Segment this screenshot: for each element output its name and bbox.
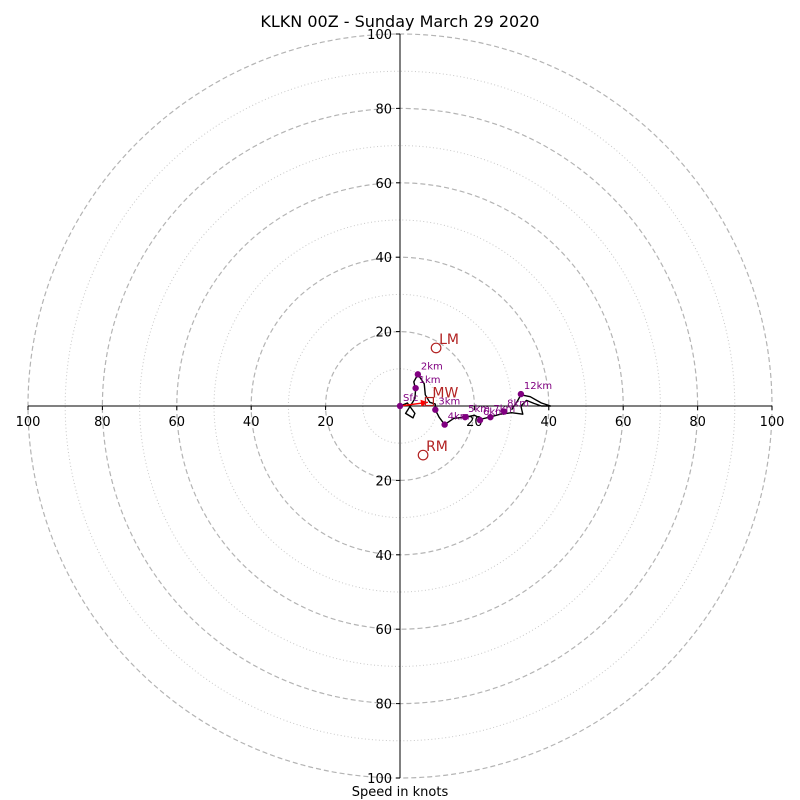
height-label-5km: 5km [468, 404, 490, 415]
shear-arrow-head [420, 399, 428, 407]
height-marker-12km [517, 390, 525, 398]
storm-label-lm: LM [439, 332, 459, 348]
storm-marker-lm [430, 342, 442, 354]
y-tick-label: 60 [375, 177, 392, 192]
shear-vector [399, 399, 428, 407]
y-tick-label: 60 [375, 623, 392, 638]
y-tick-label: 40 [375, 549, 392, 564]
x-axis-label: Speed in knots [352, 785, 449, 800]
height-marker-4km [441, 421, 448, 428]
y-tick-label: 20 [375, 474, 392, 489]
y-tick-label: 40 [375, 251, 392, 266]
height-label-6km: 6km [483, 407, 505, 418]
tick-labels: 100 80 60 40 20 20 40 60 80 100100806040202040608… [16, 28, 785, 787]
storm-marker-rm [417, 449, 429, 461]
height-markers: Sfc1km2km3km4km5km6km7km8km12km [396, 361, 552, 428]
height-label-3km: 3km [438, 397, 460, 408]
hodograph-line [399, 373, 552, 426]
hodograph-trace [399, 373, 552, 426]
x-tick-label: 100 [16, 415, 41, 430]
height-marker-8km [500, 408, 508, 415]
height-label-4km: 4km [448, 412, 470, 423]
x-tick-label: 40 [243, 415, 260, 430]
height-marker-7km [487, 413, 494, 421]
x-tick-label: 60 [169, 415, 186, 430]
height-marker-sfc [396, 402, 404, 410]
height-label-sfc: Sfc [403, 393, 418, 404]
height-marker-2km [414, 371, 422, 378]
x-tick-label: 20 [317, 415, 334, 430]
height-label-12km: 12km [524, 381, 552, 392]
x-tick-label: 60 [615, 415, 632, 430]
height-label-8km: 8km [507, 399, 529, 410]
x-tick-label: 100 [760, 415, 785, 430]
chart-title: KLKN 00Z - Sunday March 29 2020 [260, 12, 539, 31]
y-tick-label: 100 [367, 28, 392, 43]
storm-motion-markers: LM RM MW [417, 332, 459, 461]
height-marker-5km [461, 413, 469, 421]
storm-label-mw: MW [432, 386, 458, 402]
height-label-2km: 2km [421, 361, 443, 372]
x-tick-label: 80 [94, 415, 111, 430]
y-tick-label: 80 [375, 102, 392, 117]
y-tick-label: 100 [367, 772, 392, 787]
y-tick-label: 80 [375, 698, 392, 713]
height-marker-3km [432, 406, 439, 413]
storm-label-rm: RM [426, 439, 448, 455]
y-tick-label: 20 [375, 326, 392, 341]
height-label-1km: 1km [419, 375, 441, 386]
height-marker-1km [412, 384, 419, 392]
storm-marker-mw [424, 396, 434, 407]
height-marker-6km [476, 416, 484, 424]
x-tick-label: 80 [689, 415, 706, 430]
x-tick-label: 40 [541, 415, 558, 430]
